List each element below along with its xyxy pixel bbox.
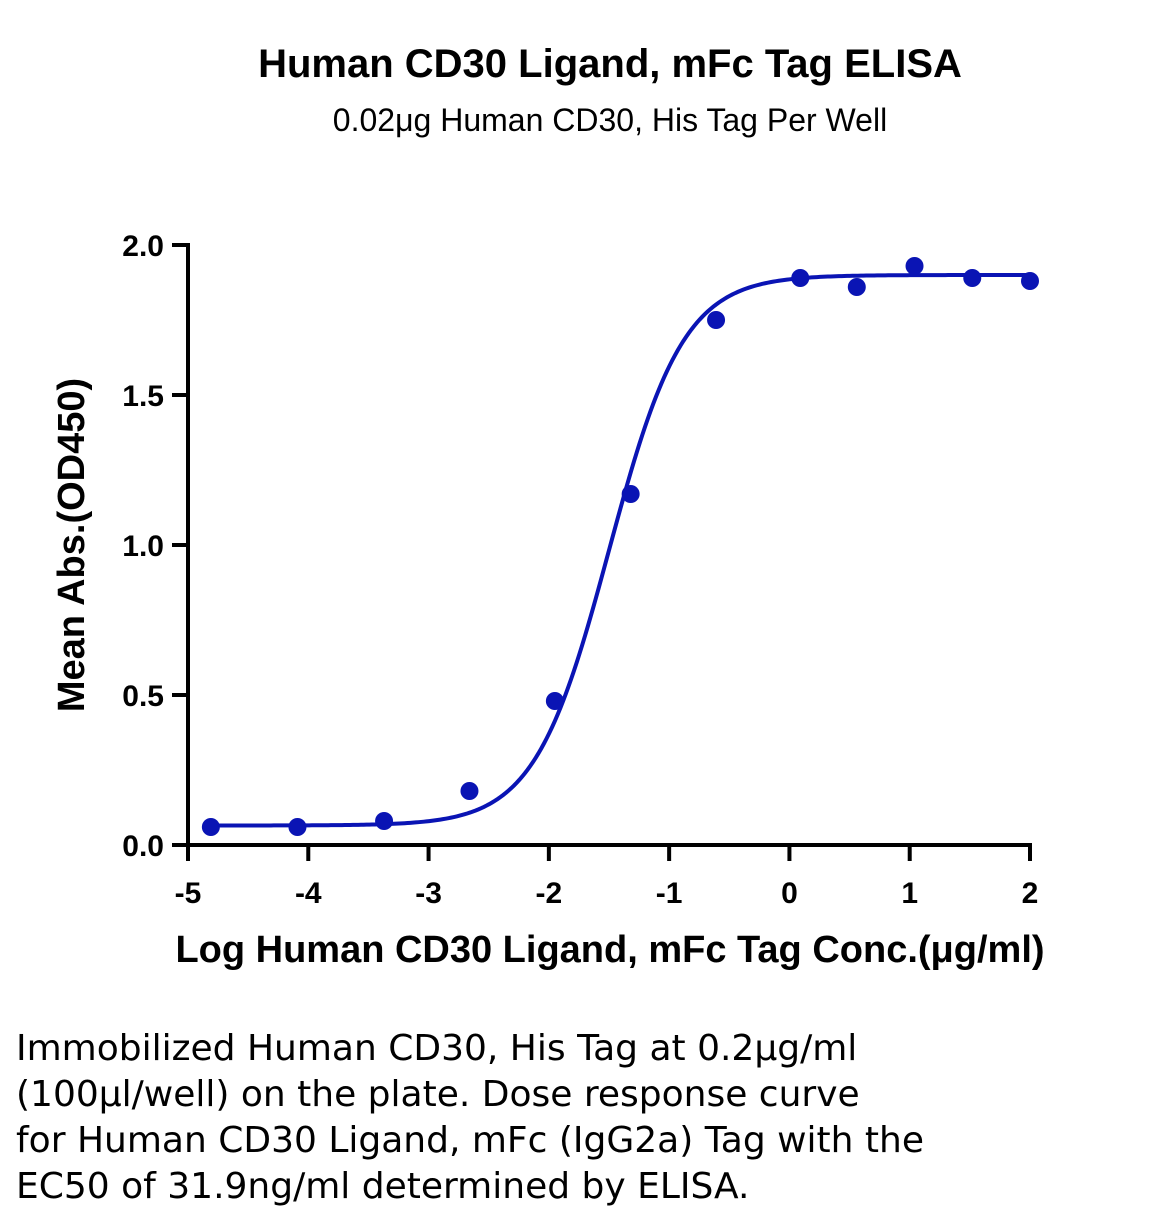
data-point: [201, 818, 220, 836]
data-point: [1021, 272, 1039, 290]
chart-title: Human CD30 Ligand, mFc Tag ELISA: [258, 42, 962, 86]
y-tick-label: 0.0: [122, 830, 164, 863]
data-point: [375, 812, 394, 830]
data-point: [707, 311, 726, 329]
data-point: [847, 278, 866, 296]
data-point: [621, 485, 640, 503]
data-point: [288, 818, 307, 836]
x-tick-label: -3: [415, 877, 442, 910]
y-tick-label: 2.0: [122, 230, 164, 263]
y-tick-label: 1.0: [122, 530, 164, 563]
x-tick-label: -4: [295, 877, 322, 910]
y-tick-label: 1.5: [122, 380, 164, 413]
data-points: [201, 257, 1039, 836]
chart-subtitle: 0.02μg Human CD30, His Tag Per Well: [332, 102, 888, 138]
x-tick-label: -5: [175, 877, 202, 910]
x-axis-title: Log Human CD30 Ligand, mFc Tag Conc.(μg/…: [175, 929, 1044, 971]
x-tick-label: -2: [536, 877, 563, 910]
x-tick-label: 2: [1022, 877, 1039, 910]
x-tick-label: 0: [781, 877, 798, 910]
caption-line: EC50 of 31.9ng/ml determined by ELISA.: [16, 1166, 750, 1207]
x-tick-label: 1: [901, 877, 918, 910]
axes: 0.0 0.5 1.0 1.5 2.0 -5 -4 -3 -2 -1 0 1 2: [122, 230, 1038, 910]
data-point: [791, 269, 810, 287]
figure-caption: Immobilized Human CD30, His Tag at 0.2μg…: [16, 1026, 1136, 1210]
y-axis-title: Mean Abs.(OD450): [51, 378, 93, 712]
data-point: [545, 692, 564, 710]
data-point: [963, 269, 982, 287]
x-tick-label: -1: [656, 877, 683, 910]
fit-curve: [210, 273, 1030, 828]
caption-line: for Human CD30 Ligand, mFc (IgG2a) Tag w…: [16, 1120, 925, 1161]
caption-line: Immobilized Human CD30, His Tag at 0.2μg…: [16, 1028, 858, 1069]
chart-canvas: 0.0 0.5 1.0 1.5 2.0 -5 -4 -3 -2 -1 0 1 2 Log Human C…: [51, 230, 1045, 971]
y-tick-label: 0.5: [122, 680, 164, 713]
data-point: [460, 782, 479, 800]
caption-line: (100μl/well) on the plate. Dose response…: [16, 1074, 860, 1115]
data-point: [905, 257, 924, 275]
